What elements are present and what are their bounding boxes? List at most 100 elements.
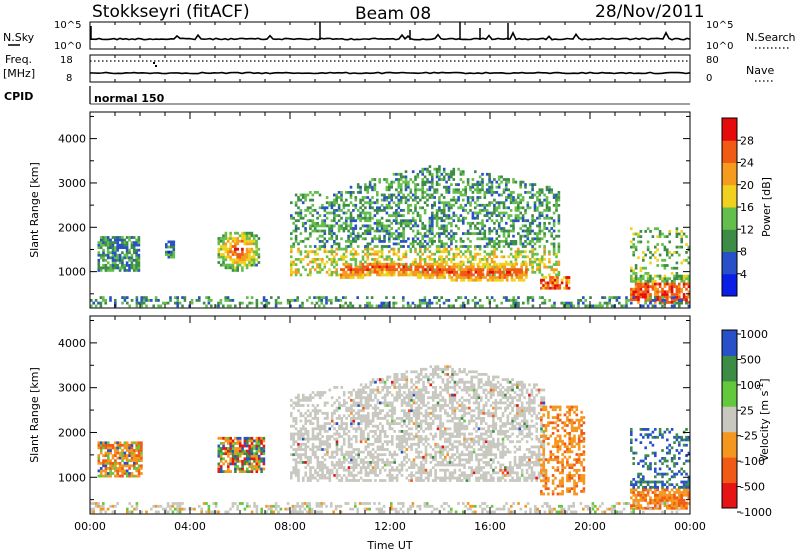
velocity-cell	[412, 437, 416, 441]
power-cell	[243, 255, 247, 259]
velocity-cell	[422, 468, 425, 472]
power-cell	[431, 196, 434, 199]
power-cell	[414, 263, 417, 266]
power-cell	[493, 273, 496, 277]
power-cell	[333, 201, 336, 205]
velocity-cell	[367, 442, 370, 446]
power-cell	[423, 196, 427, 199]
power-cell	[490, 193, 494, 197]
velocity-cell	[355, 474, 358, 477]
power-cell	[320, 301, 323, 305]
power-cell	[224, 299, 227, 302]
power-cell	[472, 262, 475, 266]
power-cell	[565, 281, 568, 285]
power-cell	[135, 269, 138, 272]
power-cell	[359, 214, 362, 217]
velocity-cell	[419, 401, 423, 405]
power-cell	[678, 253, 681, 257]
power-cell	[538, 203, 542, 207]
power-cell	[380, 240, 384, 243]
power-cell	[419, 270, 422, 274]
velocity-cell	[415, 393, 418, 397]
velocity-cell	[400, 440, 404, 444]
power-cell	[359, 198, 362, 202]
power-cell	[170, 250, 173, 254]
power-cell	[467, 276, 470, 279]
power-cell	[642, 258, 645, 262]
power-cell	[479, 273, 482, 277]
power-cell	[428, 304, 431, 308]
power-cell	[349, 234, 353, 238]
power-cell	[634, 282, 638, 286]
power-cell	[316, 211, 319, 215]
power-cell	[526, 255, 530, 259]
power-cell	[92, 301, 95, 305]
velocity-cell	[376, 398, 380, 402]
power-cell	[356, 276, 360, 279]
velocity-cell	[383, 396, 387, 400]
power-cell	[399, 185, 403, 189]
velocity-cell	[417, 398, 421, 402]
velocity-cell	[379, 380, 382, 384]
power-cell	[514, 214, 518, 217]
power-cell	[419, 232, 422, 235]
power-cell	[252, 237, 256, 240]
power-cell	[421, 234, 424, 238]
velocity-cell	[376, 401, 380, 405]
power-cell	[416, 265, 420, 269]
velocity-cell	[355, 427, 358, 431]
power-cell	[509, 191, 513, 194]
velocity-cell	[403, 414, 406, 418]
power-cell	[488, 263, 491, 266]
velocity-cell	[395, 466, 399, 469]
power-cell	[342, 270, 345, 274]
power-cell	[505, 299, 508, 302]
power-cell	[128, 248, 131, 252]
power-cell	[663, 301, 667, 305]
velocity-cell	[388, 414, 392, 418]
power-cell	[491, 276, 494, 279]
velocity-cell	[306, 398, 310, 402]
power-cell	[277, 301, 280, 305]
velocity-cell	[381, 409, 384, 413]
power-cell	[661, 296, 664, 299]
power-cell	[388, 255, 391, 259]
power-cell	[378, 250, 381, 254]
velocity-cell	[415, 450, 418, 454]
power-cell	[412, 273, 415, 277]
power-cell	[347, 276, 350, 279]
velocity-cell	[410, 476, 413, 480]
power-cell	[555, 234, 558, 238]
power-cell	[236, 239, 239, 243]
power-cell	[388, 250, 391, 254]
power-cell	[423, 234, 427, 238]
power-cell	[450, 206, 453, 210]
velocity-cell	[330, 468, 334, 472]
power-cell	[414, 273, 418, 277]
velocity-cell	[355, 463, 358, 467]
power-cell	[316, 191, 319, 194]
power-cell	[323, 232, 327, 235]
velocity-cell	[116, 446, 119, 450]
power-cell	[337, 299, 340, 302]
power-cell	[132, 266, 136, 270]
velocity-cell	[217, 436, 221, 440]
velocity-cell	[335, 398, 339, 402]
power-cell	[670, 266, 674, 270]
power-cell	[557, 193, 561, 197]
power-cell	[474, 276, 478, 279]
velocity-cell	[347, 468, 351, 472]
power-cell	[190, 299, 194, 302]
power-cell	[687, 304, 691, 308]
power-cell	[364, 183, 367, 186]
power-cell	[359, 206, 362, 210]
velocity-cell	[217, 447, 221, 450]
velocity-cell	[297, 476, 300, 480]
power-cell	[639, 285, 643, 288]
velocity-cell	[292, 417, 295, 420]
velocity-cell	[398, 417, 401, 420]
power-cell	[385, 268, 389, 271]
power-cell	[404, 183, 408, 186]
velocity-cell	[395, 479, 399, 482]
velocity-cell	[359, 396, 363, 400]
